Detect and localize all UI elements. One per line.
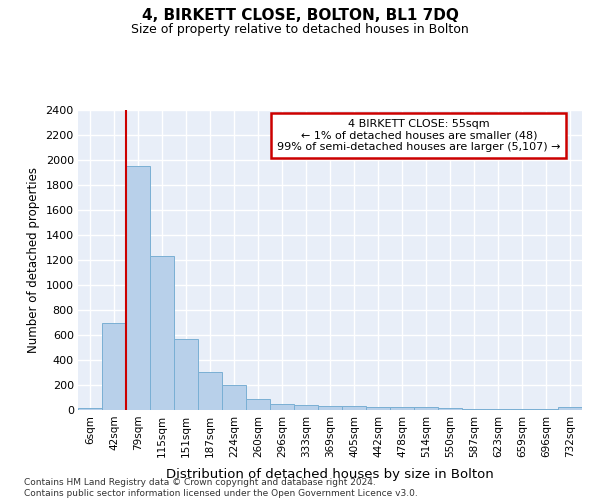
Y-axis label: Number of detached properties: Number of detached properties	[27, 167, 40, 353]
Bar	[510, 409, 534, 410]
Text: 4 BIRKETT CLOSE: 55sqm
← 1% of detached houses are smaller (48)
99% of semi-deta: 4 BIRKETT CLOSE: 55sqm ← 1% of detached …	[277, 119, 560, 152]
Bar	[414, 407, 438, 410]
Bar	[150, 256, 174, 410]
Bar	[462, 409, 486, 410]
Bar	[270, 404, 294, 410]
Bar	[438, 408, 462, 410]
Bar	[318, 406, 342, 410]
Bar	[486, 409, 510, 410]
Bar	[102, 322, 126, 410]
Bar	[294, 405, 318, 410]
Bar	[174, 339, 198, 410]
Bar	[558, 407, 582, 410]
Bar	[390, 407, 414, 410]
Text: Contains HM Land Registry data © Crown copyright and database right 2024.
Contai: Contains HM Land Registry data © Crown c…	[24, 478, 418, 498]
Bar	[366, 407, 390, 410]
Bar	[342, 406, 366, 410]
Bar	[222, 385, 246, 410]
Bar	[246, 400, 270, 410]
Text: Size of property relative to detached houses in Bolton: Size of property relative to detached ho…	[131, 22, 469, 36]
Bar	[534, 409, 558, 410]
Bar	[78, 408, 102, 410]
Text: 4, BIRKETT CLOSE, BOLTON, BL1 7DQ: 4, BIRKETT CLOSE, BOLTON, BL1 7DQ	[142, 8, 458, 22]
Bar	[126, 166, 150, 410]
Bar	[198, 372, 222, 410]
X-axis label: Distribution of detached houses by size in Bolton: Distribution of detached houses by size …	[166, 468, 494, 481]
